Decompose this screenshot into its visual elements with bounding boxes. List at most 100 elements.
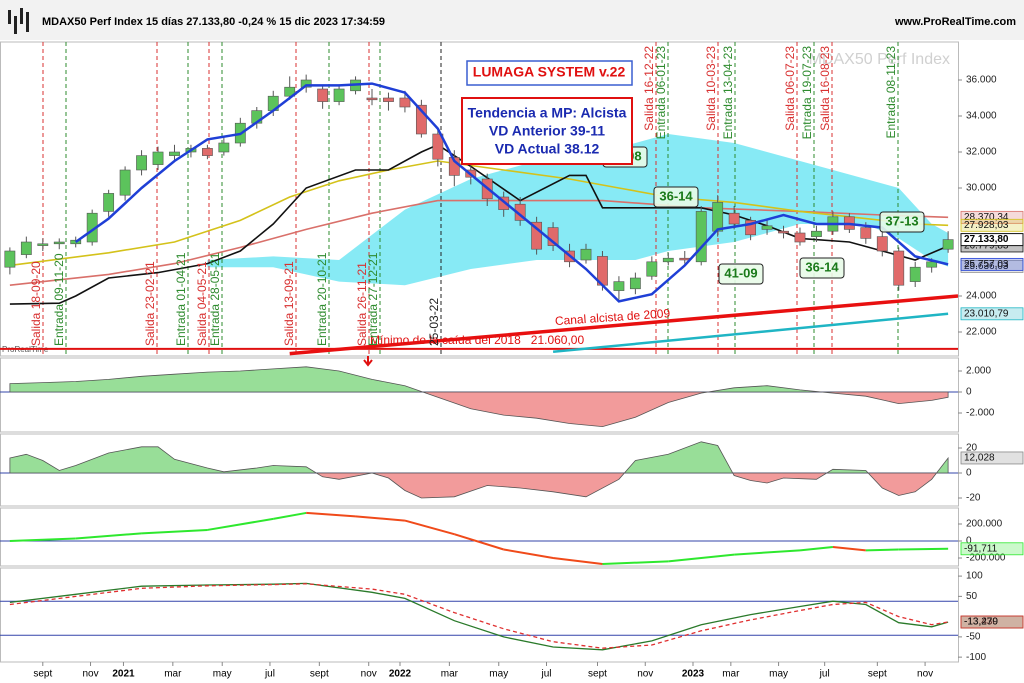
candle-body [333, 88, 345, 102]
signal-label: Salida 18-09-20 [29, 261, 43, 346]
line-segment [404, 519, 455, 536]
panel-frame [0, 567, 959, 663]
indicator-line [9, 583, 949, 649]
last-value-label: 23.010,79 [964, 308, 1009, 319]
title-box [466, 60, 633, 86]
candle-body [383, 97, 394, 102]
y-tick-label: 200.000 [966, 519, 1003, 530]
line-segment [668, 553, 735, 563]
y-tick-label: -50 [966, 632, 981, 643]
line-segment [602, 560, 669, 565]
area-negative [9, 473, 949, 499]
candle-body [580, 248, 592, 261]
x-tick-label: sept [33, 669, 52, 680]
area-positive [9, 441, 949, 473]
candle-body [366, 97, 378, 101]
score-label: 41-09 [724, 265, 757, 280]
x-tick-label: nov [82, 669, 98, 680]
line-segment [9, 537, 76, 542]
indicator-line [9, 160, 949, 267]
header-site: www.ProRealTime.com [894, 16, 1016, 28]
y-tick-label: 2.000 [966, 366, 991, 377]
signal-label: Salida 13-09-21 [282, 261, 296, 346]
last-value-box [960, 218, 1024, 232]
info-line: Tendencia a MP: Alcista [468, 105, 627, 121]
candle-body [284, 86, 296, 97]
line-segment [141, 528, 208, 535]
last-value-label: 25.636,03 [964, 261, 1009, 272]
x-tick-label: jul [540, 669, 551, 680]
candle-body [53, 241, 65, 245]
candle-body [778, 230, 789, 234]
x-tick-label: nov [637, 669, 653, 680]
panel [0, 511, 958, 565]
signal-label: Entrada 28-05-21 [208, 252, 222, 346]
line-segment [273, 511, 307, 520]
indicator-line [552, 312, 949, 354]
candle-body [103, 193, 115, 212]
candle-body [662, 257, 674, 263]
signal-label: Entrada 01-04-21 [174, 252, 188, 346]
panel-frame [0, 433, 959, 507]
line-segment [799, 545, 834, 552]
area-negative [9, 392, 949, 428]
x-tick-label: mar [722, 669, 740, 680]
support-label: Mínimo de la caída del 2018 21.060,00 [370, 333, 584, 347]
signal-label: Salida 10-03-23 [704, 46, 718, 131]
logo [8, 8, 29, 34]
y-tick-label: -20 [966, 493, 981, 504]
y-tick-label: -200.000 [966, 553, 1006, 564]
x-tick-label: jul [819, 669, 830, 680]
line-segment [865, 548, 899, 552]
y-tick-label: 50 [966, 591, 978, 602]
header-bar [0, 0, 1024, 40]
line-segment [503, 548, 554, 559]
y-tick-label: 32.000 [966, 147, 997, 158]
line-segment [75, 532, 142, 540]
y-tick-label: 100 [966, 571, 983, 582]
score-box [879, 211, 925, 233]
candle-body [300, 79, 312, 88]
last-value-label: 28.370,34 [964, 212, 1009, 223]
signal-label: Salida 16-08-23 [818, 46, 832, 131]
indicator-line [289, 294, 958, 356]
plot-layer: 22.000 24.000 30.000 32.000 34.000 36.000 25.6… [0, 41, 1024, 680]
last-value-label: 12,028 [964, 453, 995, 464]
candle-body [317, 88, 329, 102]
panel [0, 366, 958, 428]
x-tick-label: mar [164, 669, 182, 680]
area-positive [9, 366, 949, 393]
x-tick-label: nov [361, 669, 377, 680]
candle-body [169, 151, 180, 156]
panel-frame [0, 357, 959, 433]
last-value-box [960, 210, 1024, 224]
x-tick-label: may [489, 669, 508, 680]
score-label: 36-14 [659, 188, 693, 203]
line-segment [552, 557, 603, 565]
indicator-line [74, 82, 949, 303]
candle-body [218, 142, 230, 153]
candle-body [136, 155, 147, 171]
candle-body [860, 227, 872, 239]
x-tick-label: may [769, 669, 788, 680]
candle-body [613, 281, 625, 291]
score-label: 37-13 [885, 213, 918, 228]
x-tick-label: may [213, 669, 232, 680]
signal-label: Salida 23-02-21 [143, 261, 157, 346]
score-box [718, 263, 764, 285]
panel [0, 42, 958, 356]
y-tick-label: 22.000 [966, 327, 997, 338]
system-box: LUMAGA SYSTEM v.22 Tendencia a MP: Alcis… [461, 60, 633, 165]
signal-label: Entrada 08-11-23 [884, 46, 898, 139]
info-line: VD Anterior 39-11 [489, 123, 605, 139]
signal-label: Salida 06-07-23 [783, 46, 797, 131]
last-price-box [960, 233, 1024, 247]
signal-label: Entrada 09-11-20 [52, 253, 66, 346]
signal-label: Entrada 19-07-23 [800, 46, 814, 140]
line-segment [832, 545, 866, 552]
candle-body [876, 236, 888, 252]
last-value-box [960, 257, 1024, 271]
candle-body [712, 202, 724, 232]
panel [0, 582, 958, 651]
